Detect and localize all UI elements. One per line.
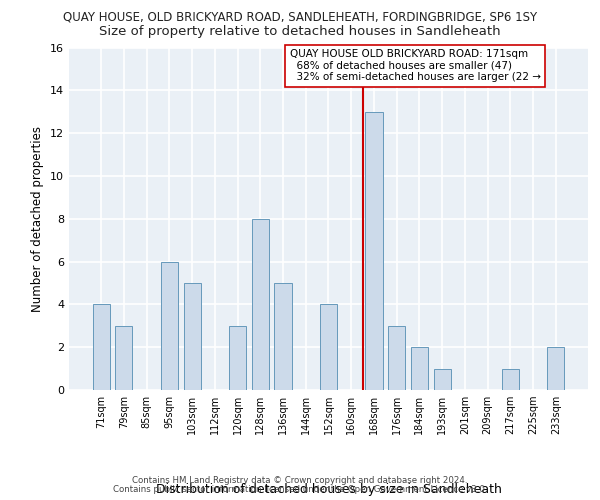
Bar: [229, 326, 246, 390]
X-axis label: Distribution of detached houses by size in Sandleheath: Distribution of detached houses by size …: [155, 483, 502, 496]
Bar: [434, 368, 451, 390]
Bar: [502, 368, 519, 390]
Bar: [365, 112, 383, 390]
Bar: [388, 326, 405, 390]
Bar: [320, 304, 337, 390]
Bar: [274, 283, 292, 390]
Text: QUAY HOUSE, OLD BRICKYARD ROAD, SANDLEHEATH, FORDINGBRIDGE, SP6 1SY: QUAY HOUSE, OLD BRICKYARD ROAD, SANDLEHE…: [63, 11, 537, 24]
Bar: [252, 219, 269, 390]
Text: Contains HM Land Registry data © Crown copyright and database right 2024.: Contains HM Land Registry data © Crown c…: [132, 476, 468, 485]
Text: Contains public sector information licensed under the Open Government Licence v3: Contains public sector information licen…: [113, 484, 487, 494]
Bar: [547, 347, 565, 390]
Bar: [115, 326, 133, 390]
Bar: [161, 262, 178, 390]
Text: Size of property relative to detached houses in Sandleheath: Size of property relative to detached ho…: [99, 25, 501, 38]
Bar: [92, 304, 110, 390]
Bar: [411, 347, 428, 390]
Y-axis label: Number of detached properties: Number of detached properties: [31, 126, 44, 312]
Text: QUAY HOUSE OLD BRICKYARD ROAD: 171sqm
  68% of detached houses are smaller (47)
: QUAY HOUSE OLD BRICKYARD ROAD: 171sqm 68…: [290, 49, 541, 82]
Bar: [184, 283, 200, 390]
